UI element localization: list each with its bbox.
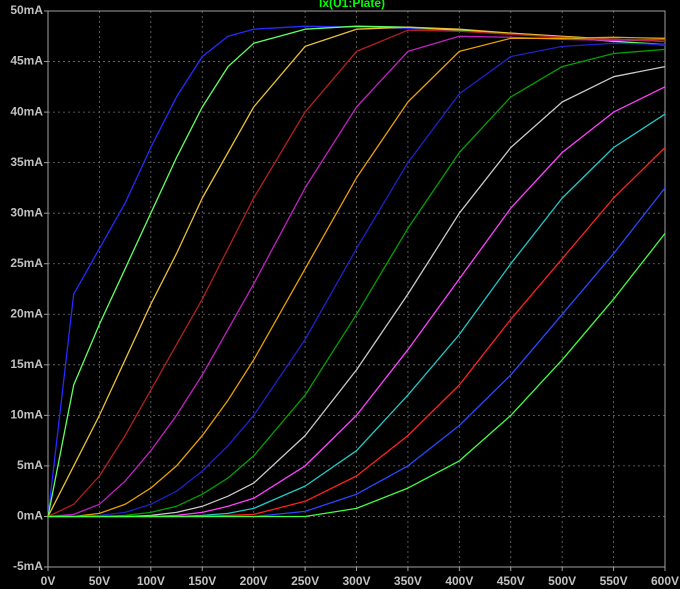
plot-frame (47, 10, 666, 568)
series-line (48, 48, 666, 518)
y-tick-label: 25mA (10, 256, 43, 270)
series-line (47, 26, 666, 517)
x-tick-label: 350V (394, 574, 422, 588)
y-tick-label: 40mA (10, 104, 43, 118)
x-tick-label: 300V (342, 574, 370, 588)
series-line (48, 36, 666, 518)
y-tick-label: 50mA (10, 3, 43, 17)
y-tick-label: 15mA (10, 357, 43, 371)
y-tick-label: 45mA (10, 54, 43, 68)
x-tick-label: 200V (240, 574, 268, 588)
x-tick-label: 0V (41, 574, 56, 588)
x-tick-label: 150V (188, 574, 216, 588)
x-tick-label: 400V (445, 574, 473, 588)
y-tick-label: -5mA (13, 559, 43, 573)
series-line (47, 29, 666, 518)
chart-title: Ix(U1:Plate) (319, 0, 385, 10)
y-tick-label: 0mA (17, 509, 43, 523)
x-tick-label: 250V (291, 574, 319, 588)
x-tick-label: 500V (548, 574, 576, 588)
x-tick-label: 550V (600, 574, 628, 588)
y-tick-label: 30mA (10, 205, 43, 219)
x-tick-label: 600V (651, 574, 679, 588)
series-line (48, 42, 666, 518)
x-tick-label: 50V (89, 574, 110, 588)
x-tick-label: 100V (137, 574, 165, 588)
y-tick-label: 35mA (10, 155, 43, 169)
series-line (48, 232, 666, 518)
y-tick-label: 10mA (10, 408, 43, 422)
y-tick-label: 5mA (17, 458, 43, 472)
x-tick-label: 450V (497, 574, 525, 588)
y-tick-label: 20mA (10, 306, 43, 320)
